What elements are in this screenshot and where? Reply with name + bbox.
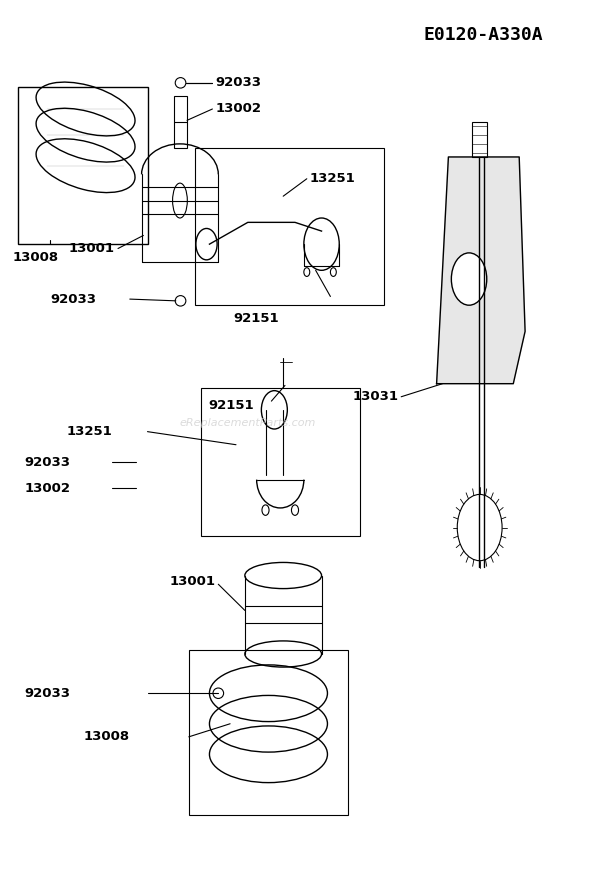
Circle shape: [330, 268, 336, 276]
Text: 13008: 13008: [84, 731, 130, 743]
Polygon shape: [437, 157, 525, 384]
Bar: [201, 388, 360, 536]
Circle shape: [291, 505, 299, 515]
Ellipse shape: [172, 183, 187, 218]
Ellipse shape: [213, 688, 224, 698]
Bar: [195, 148, 384, 305]
Text: 13002: 13002: [215, 103, 261, 115]
Text: 92151: 92151: [233, 312, 278, 324]
Text: 13008: 13008: [12, 251, 58, 264]
Text: 92151: 92151: [208, 399, 254, 412]
Bar: [174, 96, 187, 148]
Text: 13251: 13251: [310, 173, 356, 185]
Bar: [189, 650, 348, 815]
Circle shape: [451, 253, 487, 305]
Ellipse shape: [245, 562, 322, 589]
Text: 13001: 13001: [69, 242, 115, 255]
Circle shape: [262, 505, 269, 515]
Bar: [472, 122, 487, 157]
Circle shape: [304, 268, 310, 276]
Ellipse shape: [175, 296, 186, 306]
Ellipse shape: [175, 78, 186, 88]
Text: 92033: 92033: [25, 687, 71, 699]
Text: 13251: 13251: [66, 426, 112, 438]
Bar: [18, 87, 148, 244]
Text: 13002: 13002: [25, 482, 71, 494]
Text: 92033: 92033: [50, 293, 96, 305]
Text: 92033: 92033: [25, 456, 71, 468]
Text: 13001: 13001: [169, 576, 215, 588]
Text: E0120-A330A: E0120-A330A: [424, 26, 543, 44]
Text: 92033: 92033: [215, 77, 261, 89]
Text: 13031: 13031: [352, 391, 398, 403]
Text: eReplacementParts.com: eReplacementParts.com: [179, 418, 316, 428]
